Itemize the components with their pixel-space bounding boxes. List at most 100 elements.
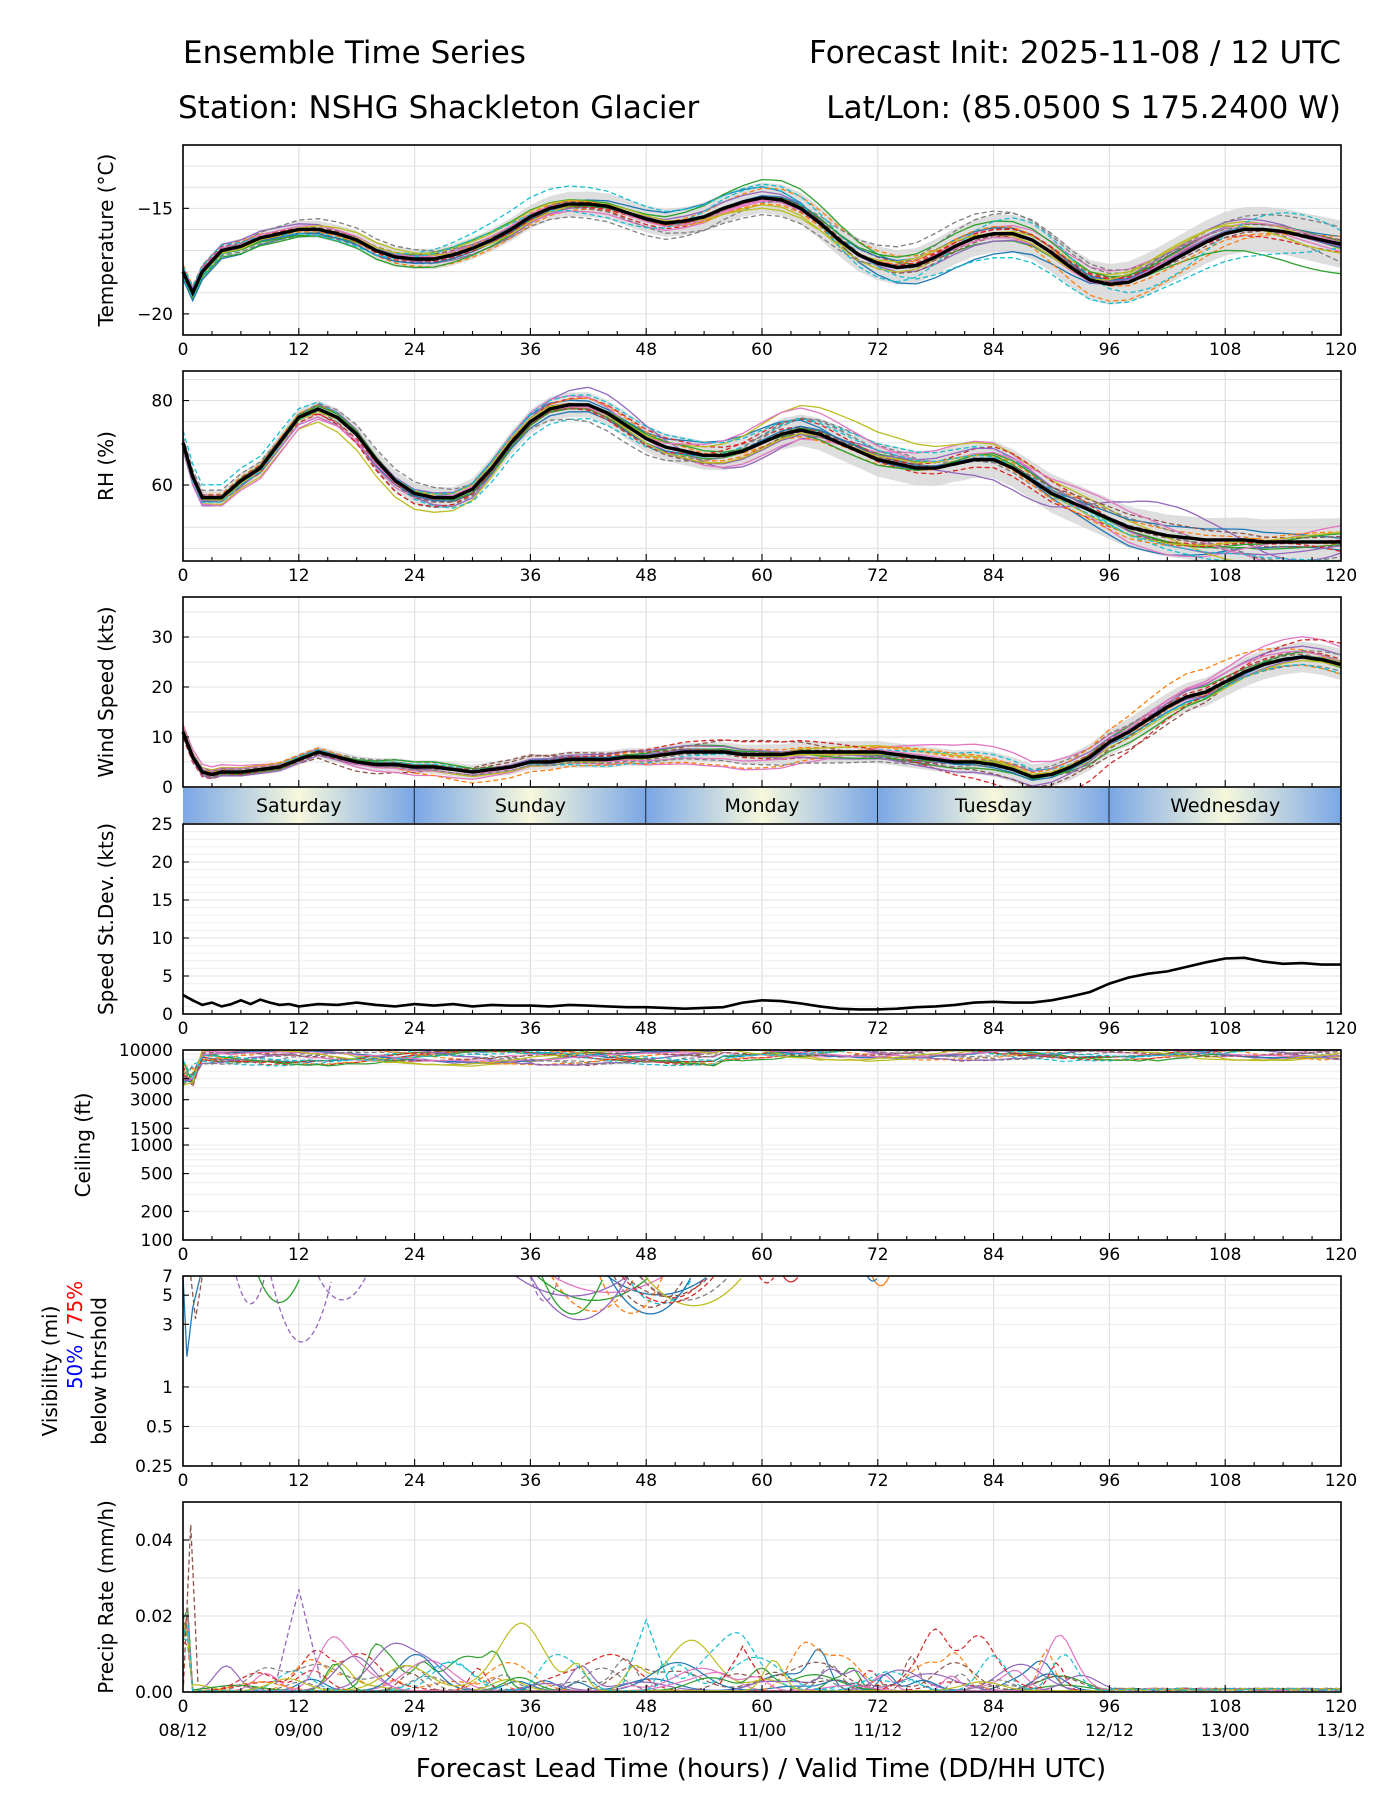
x-tick-label: 48: [635, 1697, 657, 1717]
valid-time-label: 09/00: [274, 1721, 323, 1741]
x-tick-label: 84: [983, 1019, 1005, 1039]
x-tick-label: 36: [520, 1245, 542, 1265]
y-tick-label: 0: [162, 1005, 173, 1025]
valid-time-label: 11/12: [853, 1721, 902, 1741]
day-label: Sunday: [495, 795, 566, 817]
x-tick-label: 0: [178, 1697, 189, 1717]
x-tick-label: 120: [1325, 566, 1357, 586]
x-tick-label: 48: [635, 1019, 657, 1039]
y-tick-label: 30: [151, 628, 173, 648]
valid-time-label: 10/12: [622, 1721, 671, 1741]
y-tick-label: 1: [162, 1378, 173, 1398]
ensemble-figure: Ensemble Time Series Forecast Init: 2025…: [0, 0, 1400, 1800]
x-tick-label: 108: [1209, 1019, 1241, 1039]
x-tick-label: 96: [1099, 566, 1121, 586]
y-axis-label-rh: RH (%): [94, 431, 118, 501]
y-tick-label: 0: [162, 778, 173, 798]
x-tick-label: 12: [288, 1471, 310, 1491]
x-tick-label: 60: [751, 566, 773, 586]
station-label: Station: NSHG Shackleton Glacier: [178, 90, 700, 126]
x-tick-label: 72: [867, 1697, 889, 1717]
x-tick-label: 120: [1325, 1019, 1357, 1039]
x-tick-label: 48: [635, 1245, 657, 1265]
valid-time-label: 09/12: [390, 1721, 439, 1741]
x-tick-label: 72: [867, 1019, 889, 1039]
valid-time-label: 11/00: [738, 1721, 787, 1741]
x-tick-label: 12: [288, 1245, 310, 1265]
y-axis-label-stdev: Speed St.Dev. (kts): [94, 823, 118, 1015]
title-right: Forecast Init: 2025-11-08 / 12 UTC: [809, 35, 1341, 71]
x-tick-label: 120: [1325, 1471, 1357, 1491]
y-tick-label: 20: [151, 853, 173, 873]
x-tick-label: 36: [520, 340, 542, 360]
x-tick-label: 84: [983, 1245, 1005, 1265]
x-tick-label: 60: [751, 340, 773, 360]
x-tick-label: 84: [983, 340, 1005, 360]
day-label: Monday: [724, 795, 799, 817]
x-tick-label: 72: [867, 1471, 889, 1491]
x-tick-label: 0: [178, 1471, 189, 1491]
y-tick-label: −15: [137, 199, 173, 219]
y-tick-label: 7: [162, 1267, 173, 1287]
legend-75-pct: 75%: [63, 1281, 87, 1325]
valid-time-label: 08/12: [159, 1721, 208, 1741]
day-label: Saturday: [256, 795, 342, 817]
y-tick-label: 500: [141, 1165, 173, 1185]
y-tick-label: 5: [162, 1286, 173, 1306]
x-axis-label: Forecast Lead Time (hours) / Valid Time …: [416, 1754, 1106, 1784]
x-tick-label: 108: [1209, 1471, 1241, 1491]
x-tick-label: 96: [1099, 1697, 1121, 1717]
y-tick-label: 10000: [119, 1041, 173, 1061]
x-tick-label: 120: [1325, 340, 1357, 360]
y-tick-label: 25: [151, 815, 173, 835]
y-axis-label-ceiling: Ceiling (ft): [71, 1093, 95, 1198]
x-tick-label: 24: [404, 1019, 426, 1039]
y-tick-label: 15: [151, 891, 173, 911]
day-label: Tuesday: [954, 795, 1032, 817]
x-tick-label: 72: [867, 1245, 889, 1265]
title-left: Ensemble Time Series: [183, 35, 526, 71]
x-tick-label: 12: [288, 1019, 310, 1039]
x-tick-label: 24: [404, 1697, 426, 1717]
x-tick-label: 108: [1209, 1245, 1241, 1265]
valid-time-label: 12/00: [969, 1721, 1018, 1741]
x-tick-label: 48: [635, 340, 657, 360]
valid-time-label: 12/12: [1085, 1721, 1134, 1741]
x-tick-label: 0: [178, 1019, 189, 1039]
valid-time-label: 13/12: [1317, 1721, 1366, 1741]
chart-panels: 0 12 24 36 48 60 72 84 96 108 120−15−20Temperature…: [38, 145, 1366, 1741]
y-axis-label-wind: Wind Speed (kts): [94, 606, 118, 777]
x-tick-label: 96: [1099, 1019, 1121, 1039]
x-tick-label: 0: [178, 1245, 189, 1265]
y-tick-label: 5: [162, 967, 173, 987]
x-tick-label: 84: [983, 1471, 1005, 1491]
y-tick-label: 3: [162, 1315, 173, 1335]
x-tick-label: 84: [983, 1697, 1005, 1717]
y-grid-ceiling: [183, 1050, 1341, 1240]
y-tick-label: 20: [151, 678, 173, 698]
x-tick-label: 12: [288, 340, 310, 360]
y-tick-label: 0.25: [135, 1457, 173, 1477]
x-tick-label: 60: [751, 1019, 773, 1039]
y-axis-label-temperature: Temperature (°C): [94, 154, 118, 328]
day-bar: Saturday Sunday Monday Tuesday Wednesday: [183, 788, 1341, 823]
x-tick-label: 72: [867, 340, 889, 360]
valid-time-label: 13/00: [1201, 1721, 1250, 1741]
y-tick-label: 0.5: [146, 1417, 173, 1437]
x-tick-label: 12: [288, 1697, 310, 1717]
y-tick-label: 0.02: [135, 1607, 173, 1627]
x-tick-label: 48: [635, 566, 657, 586]
x-tick-label: 120: [1325, 1697, 1357, 1717]
day-label: Wednesday: [1170, 795, 1280, 817]
x-tick-label: 24: [404, 1471, 426, 1491]
y-tick-label: 80: [151, 392, 173, 412]
y-axis-label-visibility: Visibility (mi): [38, 1306, 62, 1437]
y-tick-label: 100: [141, 1231, 173, 1251]
x-tick-label: 36: [520, 1019, 542, 1039]
x-tick-label: 24: [404, 340, 426, 360]
x-tick-label: 60: [751, 1471, 773, 1491]
y-tick-label: 10: [151, 929, 173, 949]
legend-50-pct: 50%: [63, 1345, 87, 1389]
x-tick-label: 108: [1209, 566, 1241, 586]
x-tick-label: 0: [178, 340, 189, 360]
